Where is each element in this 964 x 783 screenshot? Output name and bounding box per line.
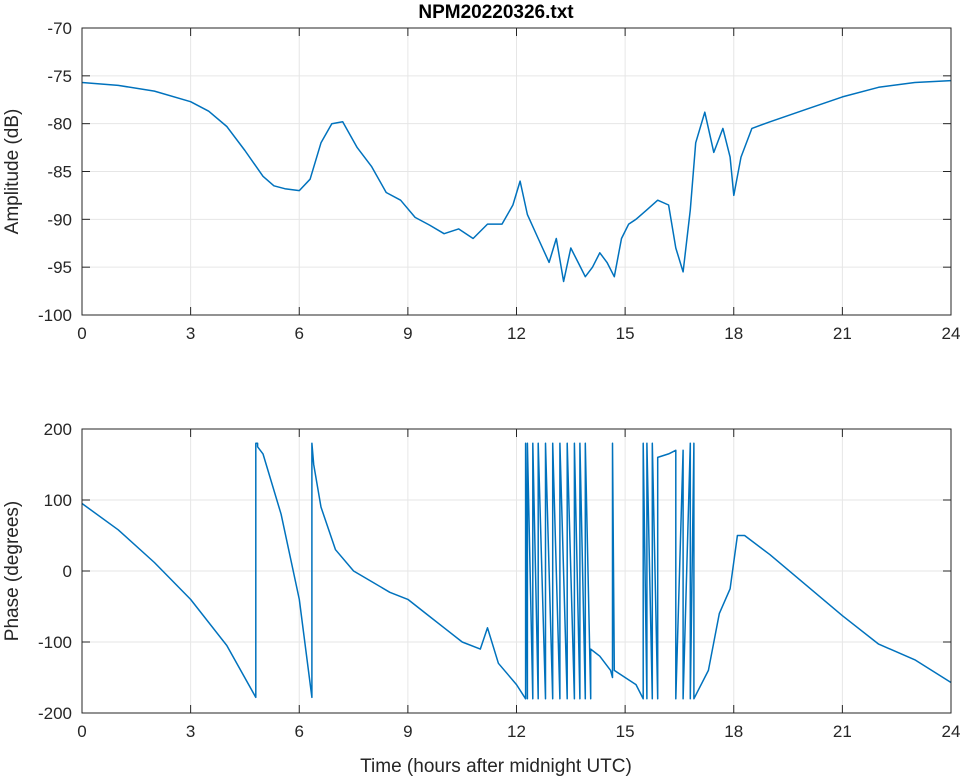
amplitude-x-tick-label: 18 — [724, 324, 743, 343]
phase-x-tick-label: 6 — [295, 722, 304, 741]
phase-y-tick-label: 0 — [63, 562, 72, 581]
phase-y-tick-label: 200 — [44, 420, 72, 439]
amplitude-x-tick-label: 9 — [403, 324, 412, 343]
phase-panel: 0 3 6 9 12 15 18 21 24 200 100 0 -100 -200 Phase (deg… — [2, 420, 960, 741]
phase-y-axis-label: Phase (degrees) — [2, 501, 23, 641]
phase-x-tick-label: 15 — [616, 722, 635, 741]
amplitude-ticks: 0 3 6 9 12 15 18 21 24 -70 -75 -80 -85 -90 -95 -100 — [38, 19, 960, 343]
phase-x-tick-label: 9 — [403, 722, 412, 741]
phase-x-tick-label: 18 — [724, 722, 743, 741]
phase-x-tick-label: 21 — [833, 722, 852, 741]
phase-y-tick-label: 100 — [44, 491, 72, 510]
phase-x-tick-label: 24 — [942, 722, 961, 741]
amplitude-y-tick-label: -100 — [38, 306, 72, 325]
phase-series-group — [81, 442, 952, 700]
phase-y-tick-label: -200 — [38, 704, 72, 723]
amplitude-x-tick-label: 15 — [616, 324, 635, 343]
phase-y-tick-label: -100 — [38, 633, 72, 652]
amplitude-series-group — [81, 79, 952, 283]
amplitude-y-tick-label: -85 — [47, 163, 72, 182]
phase-ticks: 0 3 6 9 12 15 18 21 24 200 100 0 -100 -200 — [38, 420, 960, 741]
amplitude-x-tick-label: 6 — [295, 324, 304, 343]
amplitude-x-tick-label: 21 — [833, 324, 852, 343]
phase-x-tick-label: 12 — [507, 722, 526, 741]
amplitude-y-tick-label: -70 — [47, 19, 72, 38]
amplitude-y-tick-label: -95 — [47, 258, 72, 277]
amplitude-x-tick-label: 3 — [186, 324, 195, 343]
amplitude-y-tick-label: -80 — [47, 115, 72, 134]
amplitude-y-axis-label: Amplitude (dB) — [2, 109, 23, 235]
x-axis-label: Time (hours after midnight UTC) — [360, 756, 632, 777]
phase-series-line — [81, 442, 952, 700]
amplitude-y-tick-label: -90 — [47, 210, 72, 229]
amplitude-x-tick-label: 12 — [507, 324, 526, 343]
amplitude-panel: 0 3 6 9 12 15 18 21 24 -70 -75 -80 -85 -90 -95 -100 Amp… — [2, 19, 960, 343]
figure-title: NPM20220326.txt — [418, 2, 574, 23]
amplitude-x-tick-label: 0 — [77, 324, 86, 343]
amplitude-x-tick-label: 24 — [942, 324, 961, 343]
phase-x-tick-label: 0 — [77, 722, 86, 741]
amplitude-y-tick-label: -75 — [47, 67, 72, 86]
amplitude-series-line — [81, 79, 952, 283]
phase-x-tick-label: 3 — [186, 722, 195, 741]
